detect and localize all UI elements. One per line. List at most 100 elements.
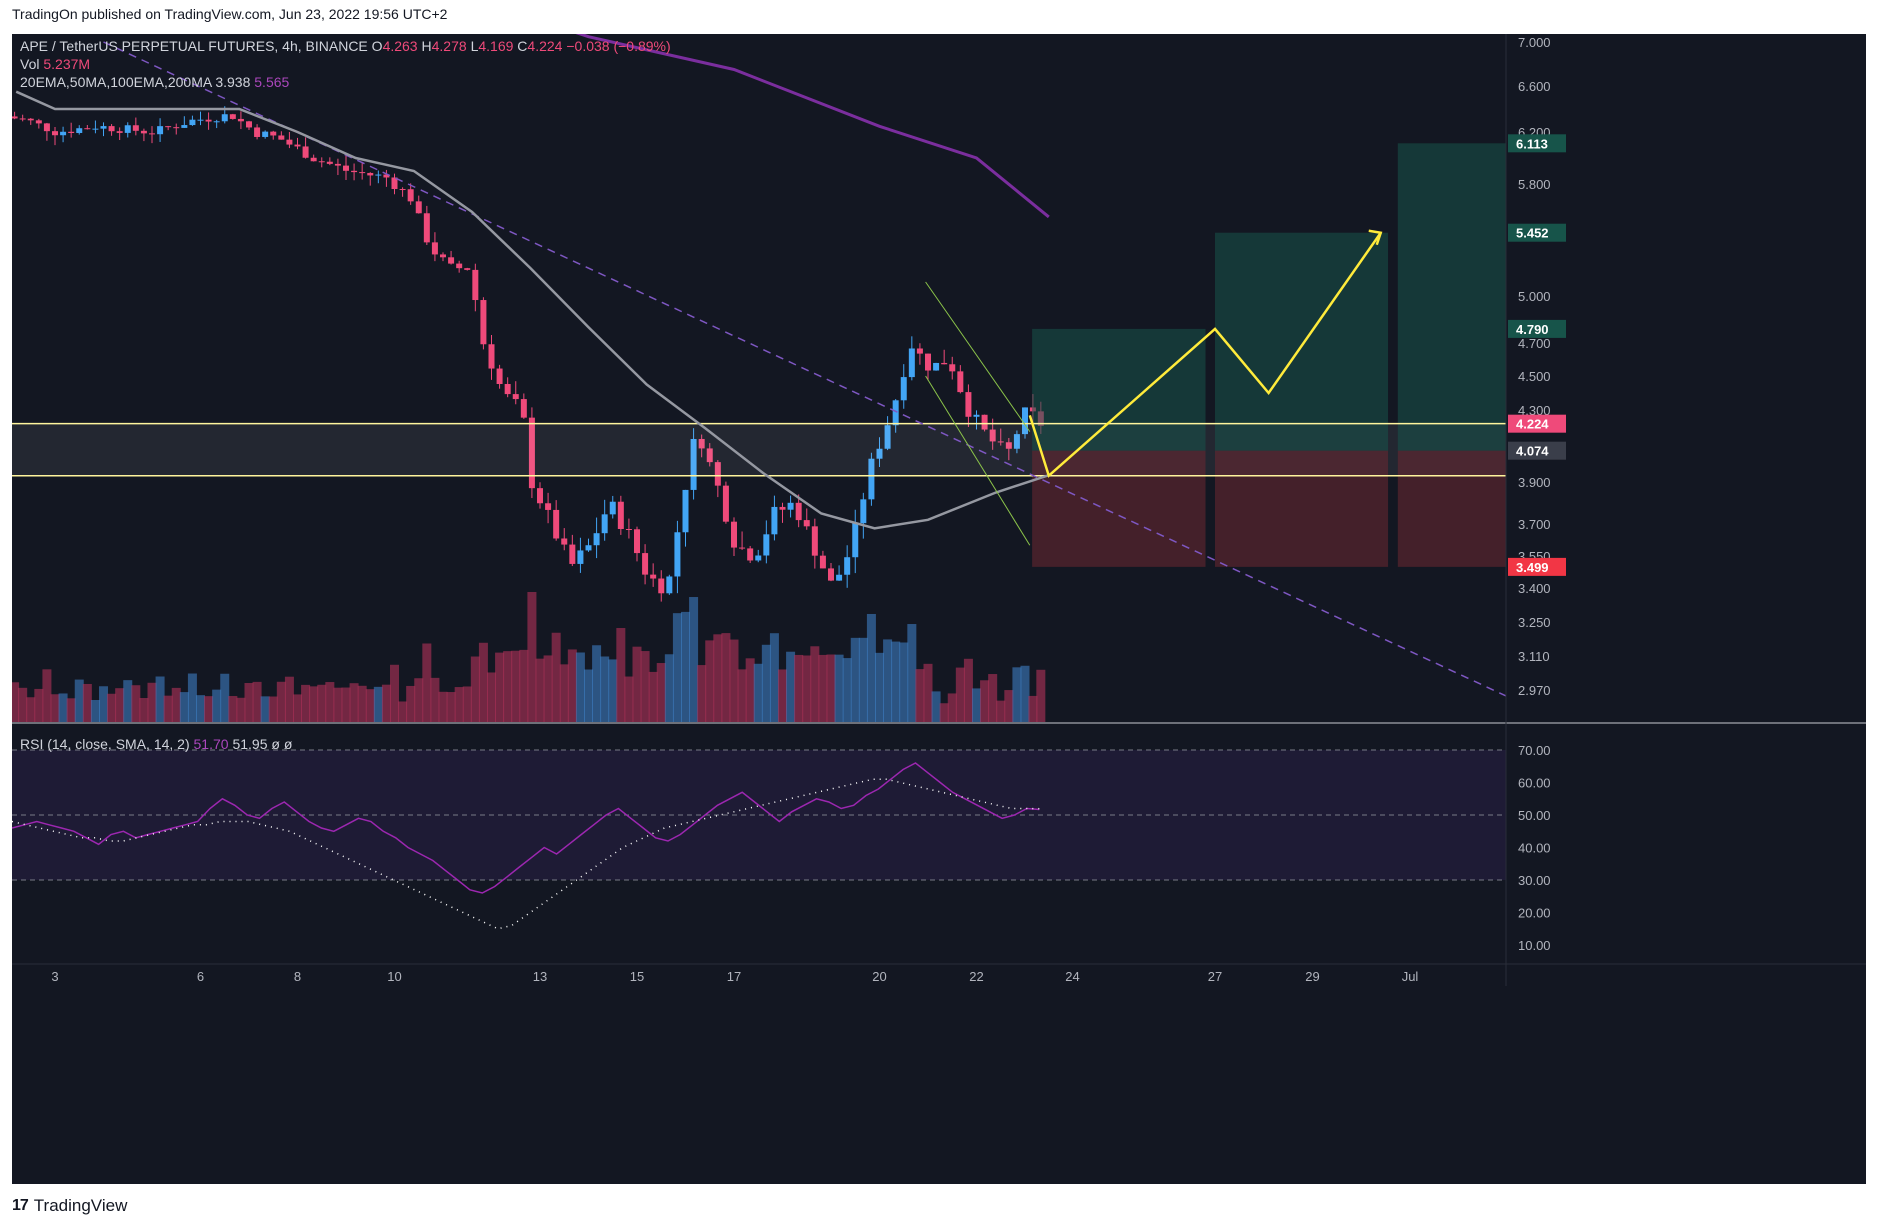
candle-body (933, 362, 940, 371)
volume-bar (891, 641, 901, 722)
candle-body (731, 521, 737, 548)
candle-body (448, 257, 455, 264)
volume-bar (446, 692, 456, 722)
volume-bar (519, 649, 529, 722)
target-box (1397, 143, 1506, 451)
candle-body (997, 441, 1004, 443)
time-tick-label: 24 (1065, 969, 1079, 984)
volume-bar (963, 658, 973, 722)
candle-body (205, 119, 212, 122)
footer-brand-label: TradingView (33, 1196, 128, 1215)
candle-body (528, 417, 535, 489)
volume-bar (624, 676, 634, 722)
volume-bar (600, 656, 610, 722)
volume-bar (34, 688, 44, 722)
candle-body (480, 300, 487, 345)
ma200-line (575, 34, 1050, 219)
price-tick-label: 5.800 (1518, 177, 1551, 192)
candle-body (326, 161, 333, 164)
volume-bar (656, 663, 666, 722)
volume-bars (12, 592, 1046, 722)
price-badge-label: 4.224 (1516, 417, 1549, 432)
candle-body (965, 392, 972, 417)
volume-bar (866, 613, 876, 722)
volume-bar (171, 687, 181, 722)
candle-body (1013, 434, 1020, 449)
candle-body (957, 371, 964, 393)
candle-body (577, 550, 584, 564)
candle-body (294, 144, 301, 147)
time-tick-label: 13 (533, 969, 547, 984)
volume-bar (349, 683, 359, 722)
candle-body (925, 353, 931, 371)
volume-bar (293, 694, 302, 722)
candle-body (407, 189, 414, 202)
candle-body (949, 364, 956, 372)
price-tick-label: 6.600 (1518, 79, 1551, 94)
chart-frame[interactable]: 7.000 6.600 6.200 5.800 5.000 4.700 4.500 4.300… (12, 34, 1866, 1184)
candle-body (682, 489, 689, 533)
ohlc-value: 4.278 (431, 38, 471, 54)
candle-body (658, 578, 665, 594)
price-chart[interactable]: 7.0006.6006.2005.8005.0004.7004.5004.300… (12, 34, 1866, 1184)
time-tick-label: 6 (197, 969, 204, 984)
volume-bar (955, 667, 965, 722)
volume-bar (495, 652, 505, 722)
volume-bar (761, 644, 771, 722)
stop-box (1397, 450, 1506, 567)
volume-bar (939, 703, 949, 722)
footer-brand[interactable]: 17 TradingView (12, 1196, 127, 1216)
time-tick-label: 3 (51, 969, 58, 984)
rsi-extra: ø ø (271, 736, 293, 752)
time-tick-label: 17 (727, 969, 741, 984)
price-tick-label: 3.250 (1518, 615, 1551, 630)
candle-body (900, 377, 907, 401)
volume-bar (381, 684, 391, 722)
ohlc-key: L (470, 38, 479, 54)
candle-body (399, 189, 406, 191)
volume-label: Vol (20, 56, 40, 72)
ohlc-key: H (421, 38, 432, 54)
time-tick-label: Jul (1402, 969, 1419, 984)
volume-bar (729, 639, 739, 722)
volume-bar (317, 684, 327, 722)
candle-body (359, 172, 366, 174)
volume-bar (18, 687, 28, 722)
volume-bar (697, 665, 707, 722)
volume-bar (567, 649, 577, 722)
legend-moving-averages: 20EMA,50MA,100EMA,200MA 3.938 5.565 (20, 74, 289, 90)
candle-body (132, 125, 139, 131)
candle-body (334, 163, 341, 166)
candle-body (423, 213, 430, 243)
volume-bar (1036, 669, 1046, 722)
candle-body (43, 123, 50, 132)
time-tick-label: 20 (872, 969, 886, 984)
candle-body (140, 130, 147, 134)
candle-body (844, 557, 851, 575)
volume-bar (786, 651, 796, 722)
rsi-tick-label: 60.00 (1518, 776, 1551, 791)
volume-bar (66, 698, 76, 722)
volume-bar (196, 695, 205, 722)
candle-body (456, 263, 463, 269)
volume-bar (212, 689, 222, 722)
volume-bar (810, 646, 820, 722)
rsi-tick-label: 50.00 (1518, 808, 1551, 823)
volume-bar (430, 677, 440, 722)
candle-body (666, 576, 673, 594)
price-tick-label: 3.400 (1518, 581, 1551, 596)
volume-bar (325, 682, 335, 722)
candle-body (246, 121, 252, 128)
candle-body (343, 165, 349, 171)
volume-bar (842, 658, 852, 722)
ohlc-key: O (371, 38, 383, 54)
publish-header: TradingOn published on TradingView.com, … (12, 6, 448, 22)
volume-bar (834, 654, 844, 722)
chart-background (12, 34, 1866, 1184)
time-tick-label: 29 (1305, 969, 1319, 984)
volume-bar (753, 663, 763, 722)
ohlc-key: C (517, 38, 528, 54)
candle-body (601, 514, 608, 534)
candle-body (714, 462, 721, 486)
price-tick-label: 4.300 (1518, 403, 1551, 418)
